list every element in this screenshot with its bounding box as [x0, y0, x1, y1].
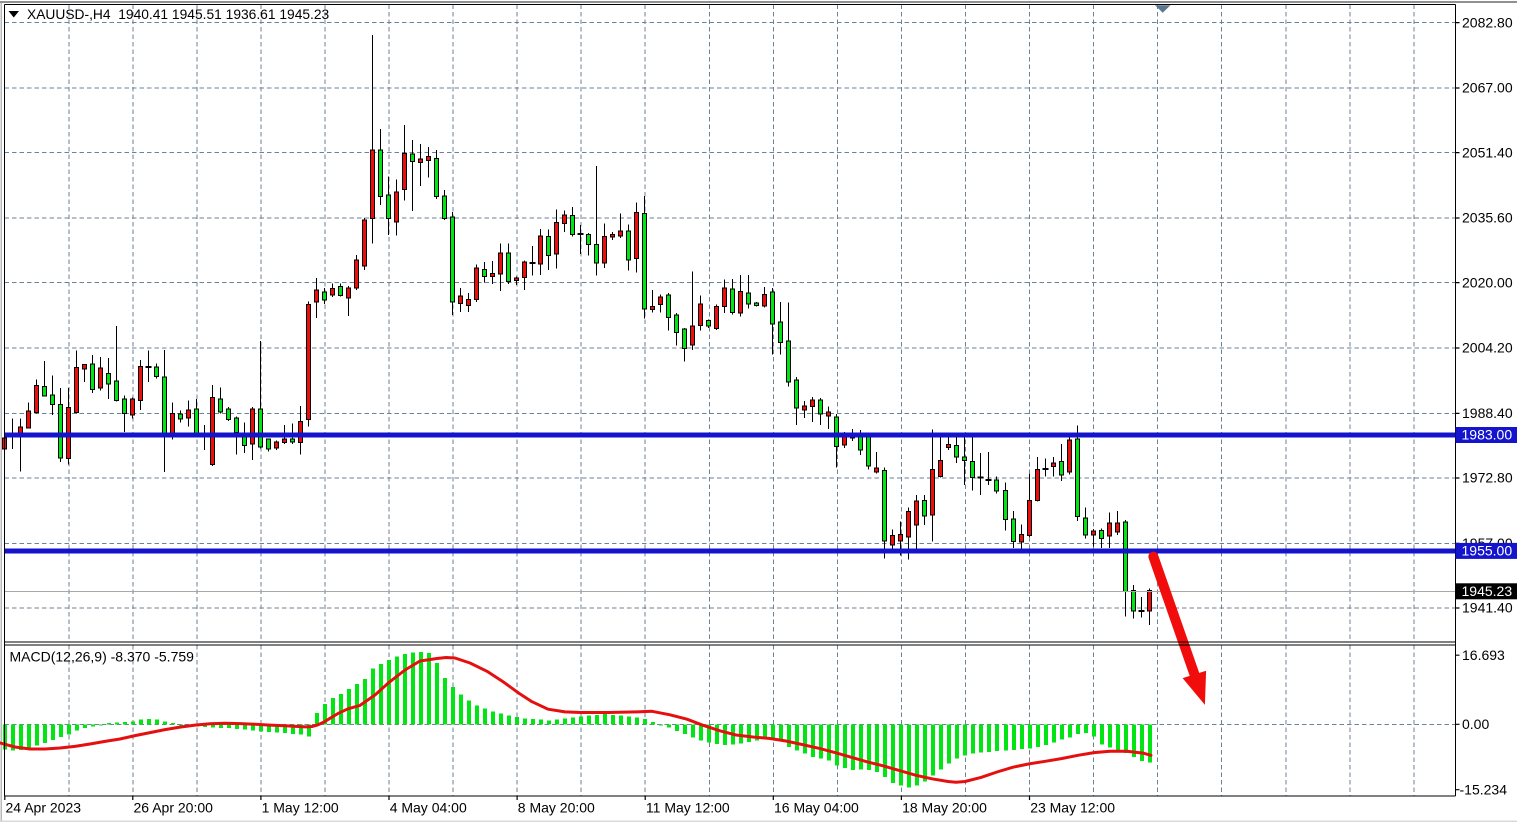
- svg-text:11 May 12:00: 11 May 12:00: [646, 800, 730, 816]
- svg-text:2020.00: 2020.00: [1462, 274, 1513, 290]
- svg-text:26 Apr 20:00: 26 Apr 20:00: [134, 800, 214, 816]
- svg-text:1941.40: 1941.40: [1462, 600, 1513, 616]
- svg-text:16.693: 16.693: [1462, 647, 1505, 663]
- svg-text:8 May 20:00: 8 May 20:00: [518, 800, 595, 816]
- svg-text:-15.234: -15.234: [1460, 781, 1508, 797]
- svg-text:0.00: 0.00: [1462, 716, 1489, 732]
- svg-text:1945.23: 1945.23: [1462, 583, 1513, 599]
- svg-text:16 May 04:00: 16 May 04:00: [774, 800, 859, 816]
- svg-text:1 May 12:00: 1 May 12:00: [262, 800, 339, 816]
- svg-text:MACD(12,26,9) -8.370 -5.759: MACD(12,26,9) -8.370 -5.759: [10, 649, 195, 665]
- svg-text:2082.80: 2082.80: [1462, 14, 1513, 30]
- svg-text:1955.00: 1955.00: [1462, 543, 1513, 559]
- svg-text:XAUUSD-,H4 1940.41 1945.51 19: XAUUSD-,H4 1940.41 1945.51 1936.61 1945.…: [27, 7, 330, 22]
- svg-text:18 May 20:00: 18 May 20:00: [902, 800, 987, 816]
- svg-text:2051.40: 2051.40: [1462, 144, 1513, 160]
- svg-text:1988.40: 1988.40: [1462, 405, 1513, 421]
- svg-text:4 May 04:00: 4 May 04:00: [390, 800, 467, 816]
- svg-text:2004.20: 2004.20: [1462, 340, 1513, 356]
- svg-text:1972.80: 1972.80: [1462, 470, 1513, 486]
- svg-text:23 May 12:00: 23 May 12:00: [1030, 800, 1115, 816]
- svg-text:24 Apr 2023: 24 Apr 2023: [6, 800, 82, 816]
- svg-text:2067.00: 2067.00: [1462, 80, 1513, 96]
- svg-text:1983.00: 1983.00: [1462, 427, 1513, 443]
- svg-text:2035.60: 2035.60: [1462, 210, 1513, 226]
